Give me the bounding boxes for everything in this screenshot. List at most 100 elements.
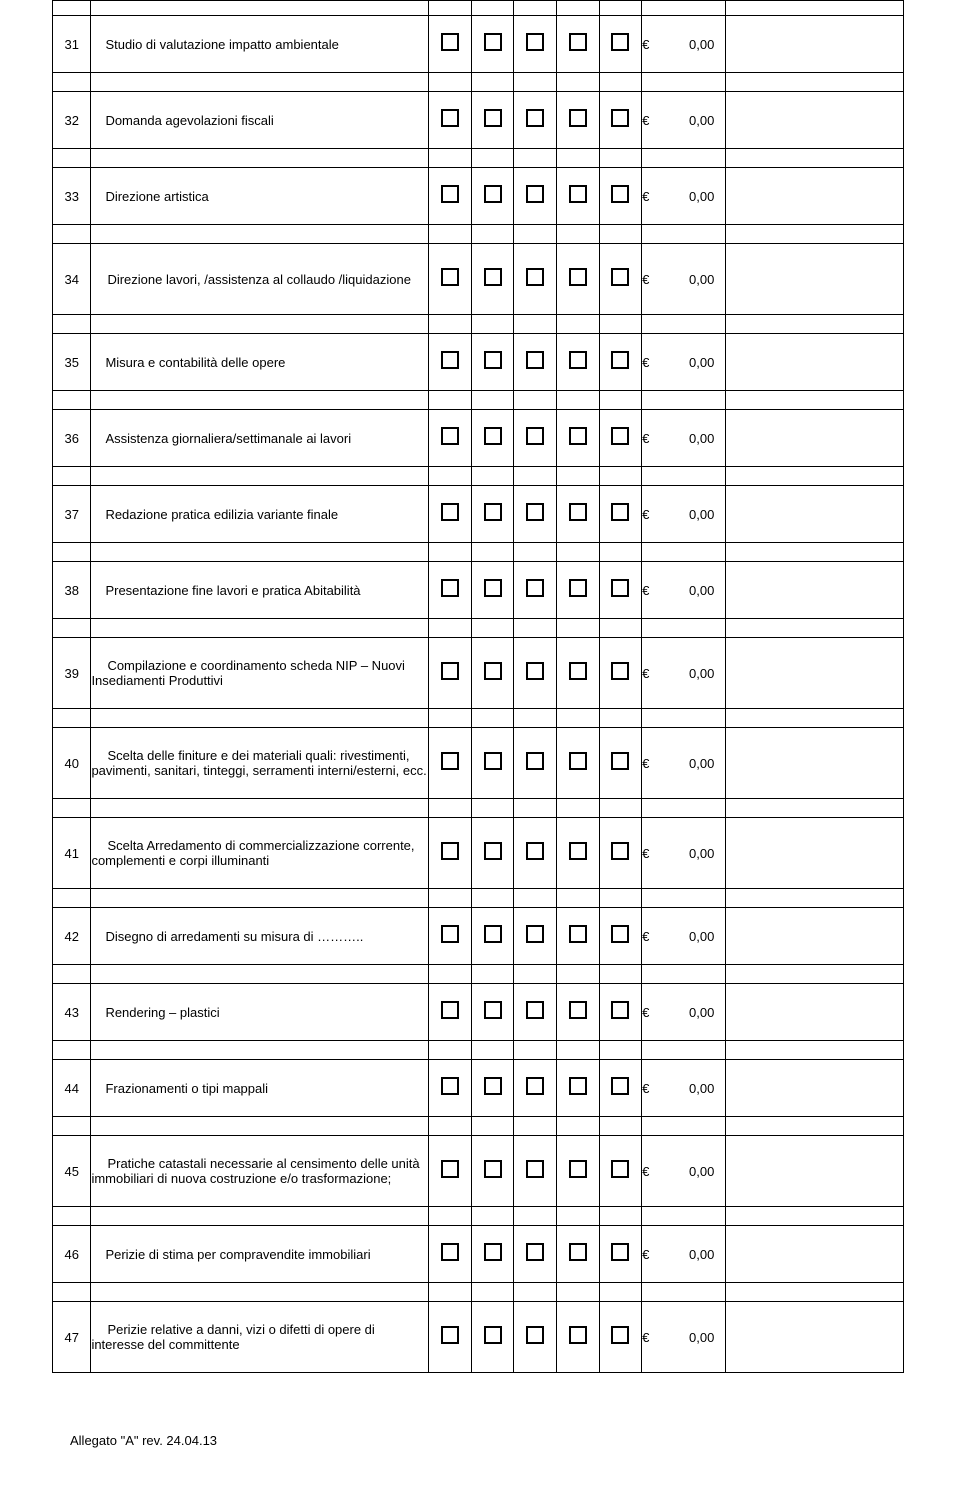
checkbox-icon[interactable]: [526, 503, 544, 521]
checkbox-cell[interactable]: [471, 410, 514, 467]
checkbox-cell[interactable]: [471, 1226, 514, 1283]
checkbox-cell[interactable]: [514, 168, 557, 225]
checkbox-icon[interactable]: [441, 503, 459, 521]
checkbox-cell[interactable]: [599, 244, 642, 315]
checkbox-icon[interactable]: [484, 109, 502, 127]
checkbox-icon[interactable]: [526, 579, 544, 597]
checkbox-icon[interactable]: [526, 842, 544, 860]
checkbox-cell[interactable]: [429, 818, 472, 889]
checkbox-icon[interactable]: [484, 185, 502, 203]
checkbox-icon[interactable]: [611, 1326, 629, 1344]
checkbox-cell[interactable]: [429, 1226, 472, 1283]
checkbox-icon[interactable]: [441, 662, 459, 680]
checkbox-icon[interactable]: [441, 1001, 459, 1019]
checkbox-cell[interactable]: [556, 728, 599, 799]
checkbox-cell[interactable]: [471, 92, 514, 149]
checkbox-icon[interactable]: [611, 503, 629, 521]
checkbox-icon[interactable]: [526, 1326, 544, 1344]
checkbox-cell[interactable]: [599, 334, 642, 391]
checkbox-cell[interactable]: [471, 818, 514, 889]
checkbox-cell[interactable]: [556, 1226, 599, 1283]
checkbox-icon[interactable]: [569, 662, 587, 680]
checkbox-cell[interactable]: [471, 168, 514, 225]
checkbox-cell[interactable]: [599, 818, 642, 889]
checkbox-icon[interactable]: [569, 579, 587, 597]
checkbox-cell[interactable]: [471, 1060, 514, 1117]
checkbox-cell[interactable]: [429, 562, 472, 619]
checkbox-cell[interactable]: [471, 638, 514, 709]
checkbox-cell[interactable]: [429, 410, 472, 467]
checkbox-cell[interactable]: [556, 818, 599, 889]
checkbox-icon[interactable]: [526, 185, 544, 203]
checkbox-icon[interactable]: [484, 752, 502, 770]
checkbox-cell[interactable]: [556, 244, 599, 315]
checkbox-cell[interactable]: [471, 244, 514, 315]
checkbox-cell[interactable]: [429, 1302, 472, 1373]
checkbox-cell[interactable]: [514, 16, 557, 73]
checkbox-icon[interactable]: [484, 503, 502, 521]
checkbox-cell[interactable]: [471, 562, 514, 619]
checkbox-cell[interactable]: [514, 1060, 557, 1117]
checkbox-cell[interactable]: [599, 728, 642, 799]
checkbox-icon[interactable]: [611, 842, 629, 860]
checkbox-icon[interactable]: [569, 503, 587, 521]
checkbox-icon[interactable]: [526, 1077, 544, 1095]
checkbox-cell[interactable]: [599, 638, 642, 709]
checkbox-cell[interactable]: [471, 1136, 514, 1207]
checkbox-icon[interactable]: [611, 662, 629, 680]
checkbox-icon[interactable]: [441, 427, 459, 445]
checkbox-icon[interactable]: [611, 1243, 629, 1261]
checkbox-cell[interactable]: [471, 908, 514, 965]
checkbox-icon[interactable]: [484, 1243, 502, 1261]
checkbox-cell[interactable]: [471, 728, 514, 799]
checkbox-icon[interactable]: [569, 1077, 587, 1095]
checkbox-cell[interactable]: [556, 1302, 599, 1373]
checkbox-icon[interactable]: [441, 842, 459, 860]
checkbox-icon[interactable]: [441, 1077, 459, 1095]
checkbox-icon[interactable]: [484, 662, 502, 680]
checkbox-icon[interactable]: [526, 351, 544, 369]
checkbox-icon[interactable]: [441, 185, 459, 203]
checkbox-cell[interactable]: [556, 334, 599, 391]
checkbox-icon[interactable]: [441, 1160, 459, 1178]
checkbox-icon[interactable]: [526, 925, 544, 943]
checkbox-icon[interactable]: [569, 351, 587, 369]
checkbox-icon[interactable]: [484, 1077, 502, 1095]
checkbox-cell[interactable]: [514, 92, 557, 149]
checkbox-cell[interactable]: [556, 1060, 599, 1117]
checkbox-cell[interactable]: [429, 1060, 472, 1117]
checkbox-cell[interactable]: [429, 92, 472, 149]
checkbox-icon[interactable]: [611, 427, 629, 445]
checkbox-icon[interactable]: [569, 1160, 587, 1178]
checkbox-icon[interactable]: [526, 1243, 544, 1261]
checkbox-icon[interactable]: [526, 1160, 544, 1178]
checkbox-icon[interactable]: [611, 1001, 629, 1019]
checkbox-cell[interactable]: [599, 908, 642, 965]
checkbox-cell[interactable]: [556, 638, 599, 709]
checkbox-icon[interactable]: [484, 33, 502, 51]
checkbox-icon[interactable]: [441, 109, 459, 127]
checkbox-icon[interactable]: [484, 427, 502, 445]
checkbox-cell[interactable]: [514, 728, 557, 799]
checkbox-icon[interactable]: [484, 268, 502, 286]
checkbox-icon[interactable]: [611, 752, 629, 770]
checkbox-cell[interactable]: [429, 1136, 472, 1207]
checkbox-cell[interactable]: [429, 908, 472, 965]
checkbox-cell[interactable]: [429, 728, 472, 799]
checkbox-cell[interactable]: [599, 1060, 642, 1117]
checkbox-cell[interactable]: [556, 410, 599, 467]
checkbox-cell[interactable]: [471, 334, 514, 391]
checkbox-icon[interactable]: [611, 925, 629, 943]
checkbox-cell[interactable]: [556, 908, 599, 965]
checkbox-cell[interactable]: [429, 244, 472, 315]
checkbox-cell[interactable]: [599, 410, 642, 467]
checkbox-icon[interactable]: [569, 1326, 587, 1344]
checkbox-cell[interactable]: [514, 638, 557, 709]
checkbox-icon[interactable]: [569, 842, 587, 860]
checkbox-cell[interactable]: [471, 1302, 514, 1373]
checkbox-cell[interactable]: [429, 16, 472, 73]
checkbox-cell[interactable]: [556, 562, 599, 619]
checkbox-cell[interactable]: [599, 92, 642, 149]
checkbox-cell[interactable]: [556, 1136, 599, 1207]
checkbox-icon[interactable]: [569, 185, 587, 203]
